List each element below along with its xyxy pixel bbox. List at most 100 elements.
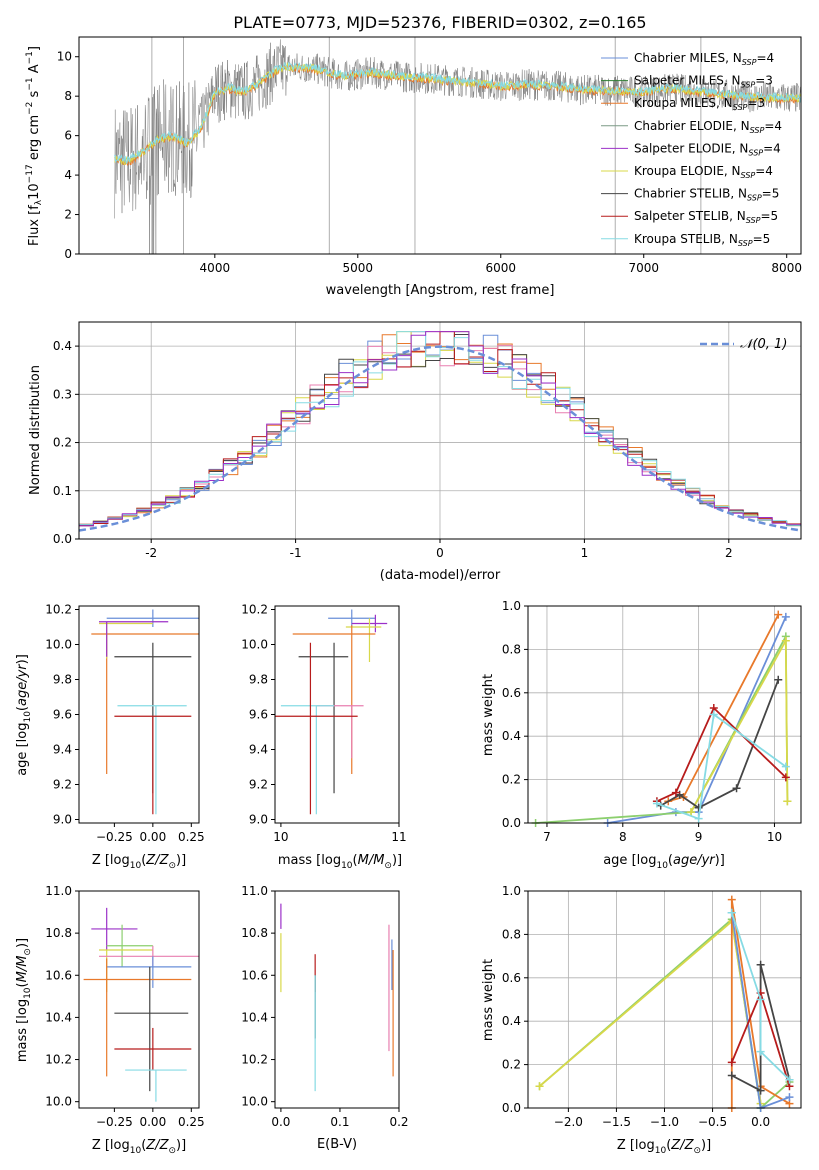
x-tick-label: -1 <box>290 546 302 560</box>
x-tick-label: 0.2 <box>389 1115 408 1129</box>
y-tick-label: 0.6 <box>502 686 521 700</box>
series-chabrier_miles <box>607 616 787 824</box>
y-tick-label: 8 <box>64 89 72 103</box>
xlabel-text: age [log10(age/yr)] <box>603 853 725 871</box>
series-salpeter_stelib <box>656 706 787 803</box>
residuals-legend: 𝒩(0, 1) <box>700 337 787 352</box>
spectrum-xlabel: wavelength [Angstrom, rest frame] <box>326 283 555 298</box>
marker-kroupa_elodie <box>687 808 696 817</box>
weight-vs-metallicity-xlabel: Z [log10(Z/Z⊙)] <box>617 1138 711 1156</box>
marker-kroupa_stelib <box>694 814 703 823</box>
series-kroupa_stelib <box>730 912 791 1081</box>
y-tick-label: 0.2 <box>502 1058 521 1072</box>
y-tick-label: 11.0 <box>45 884 72 898</box>
y-tick-label: 10.0 <box>45 1095 72 1109</box>
errorbar-pink <box>316 705 364 759</box>
x-tick-label: 8 <box>619 830 627 844</box>
spectrum-frame <box>78 36 802 255</box>
legend-label: Kroupa ELODIE, NSSP=4 <box>634 164 773 180</box>
y-tick-label: 10.8 <box>241 926 268 940</box>
legend-label: Chabrier ELODIE, NSSP=4 <box>634 119 782 135</box>
marker-chabrier_miles <box>781 612 790 621</box>
legend-label: Kroupa STELIB, NSSP=5 <box>634 232 770 248</box>
errorbar-chabrier_miles <box>106 956 192 988</box>
legend-label: Salpeter STELIB, NSSP=5 <box>634 209 778 225</box>
mass-vs-ebv-panel: 0.0 0.1 0.2 10.0 10.2 10.4 10.6 10.8 11.0 E(B-V) <box>241 884 408 1152</box>
x-tick-label: −2.0 <box>554 1115 583 1129</box>
y-tick-label: 2 <box>64 208 72 222</box>
x-tick-label: 0.00 <box>139 830 166 844</box>
observed-spectrum <box>114 39 802 255</box>
age-vs-metallicity-ylabel: age [log10(age/yr)] <box>15 654 33 776</box>
x-tick-label: 2 <box>725 546 733 560</box>
y-tick-label: 0.4 <box>53 339 72 353</box>
errorbar-kroupa_stelib <box>117 705 187 815</box>
normal-legend-label: 𝒩(0, 1) <box>740 337 787 352</box>
x-tick-label: 11 <box>391 830 406 844</box>
y-tick-label: 0.6 <box>502 971 521 985</box>
errorbar-salpeter_stelib <box>114 715 192 815</box>
spectrum-ylabel-text: Flux [fλ10−17 erg cm−2 s−1 A−1] <box>25 46 44 246</box>
x-tick-label: 0.25 <box>178 1115 205 1129</box>
marker-salpeter_stelib <box>781 773 790 782</box>
x-tick-label: 0.25 <box>178 830 205 844</box>
y-tick-label: 9.4 <box>53 743 72 757</box>
errorbar-pink <box>99 945 199 967</box>
x-tick-label: 7000 <box>628 261 659 275</box>
weight-vs-metallicity-panel: −2.0 −1.5 −1.0 −0.5 0.0 0.0 0.2 0.4 0.6 0.8 1.0 Z … <box>481 884 802 1156</box>
errorbar-kroupa_miles <box>83 958 192 1077</box>
y-tick-label: 0.8 <box>502 927 521 941</box>
legend-label: Salpeter ELODIE, NSSP=4 <box>634 141 781 157</box>
mass-vs-metallicity-xlabel: Z [log10(Z/Z⊙)] <box>92 1138 186 1156</box>
x-tick-label: 6000 <box>485 261 516 275</box>
marker-salpeter_stelib <box>671 788 680 797</box>
residuals-xlabel: (data-model)/error <box>380 568 501 583</box>
series-kroupa_elodie <box>538 919 762 1104</box>
errorbar-kroupa_stelib <box>280 705 335 815</box>
y-tick-label: 10.6 <box>241 968 268 982</box>
xlabel-text: Z [log10(Z/Z⊙)] <box>617 1138 711 1156</box>
marker-kroupa_miles <box>727 895 736 904</box>
y-tick-label: 1.0 <box>502 884 521 898</box>
marker-kroupa_stelib <box>709 710 718 719</box>
spectrum-title: PLATE=0773, MJD=52376, FIBERID=0302, z=0… <box>233 13 646 32</box>
y-tick-label: 9.0 <box>249 813 268 827</box>
age-vs-mass-xlabel: mass [log10(M/M⊙)] <box>278 853 402 871</box>
marker-chabrier_stelib <box>732 784 741 793</box>
spectrum-panel: PLATE=0773, MJD=52376, FIBERID=0302, z=0… <box>25 13 802 298</box>
weight-vs-metallicity-frame <box>527 890 802 1109</box>
x-tick-label: 5000 <box>343 261 374 275</box>
x-tick-label: 4000 <box>200 261 231 275</box>
y-tick-label: 0.2 <box>53 436 72 450</box>
legend-label: Chabrier STELIB, NSSP=5 <box>634 187 779 203</box>
x-tick-label: −0.5 <box>698 1115 727 1129</box>
legend-label: Kroupa MILES, NSSP=3 <box>634 96 765 112</box>
y-tick-label: 9.8 <box>53 673 72 687</box>
age-vs-metallicity-panel: −0.25 0.00 0.25 9.0 9.2 9.4 9.6 9.8 10.0 10.2 Z [… <box>15 603 205 872</box>
series-kroupa_stelib <box>656 712 787 820</box>
marker-kroupa_stelib <box>727 908 736 917</box>
marker-chabrier_stelib <box>756 1086 765 1095</box>
x-tick-label: -2 <box>145 546 157 560</box>
y-tick-label: 1.0 <box>502 599 521 613</box>
y-tick-label: 0.3 <box>53 387 72 401</box>
y-tick-label: 6 <box>64 129 72 143</box>
y-tick-label: 10.2 <box>241 603 268 617</box>
marker-chabrier_stelib <box>774 675 783 684</box>
normal-curve <box>78 345 802 532</box>
x-tick-label: 8000 <box>771 261 802 275</box>
y-tick-label: 0 <box>64 247 72 261</box>
x-tick-label: 10 <box>273 830 288 844</box>
mass-vs-metallicity-panel: −0.25 0.00 0.25 10.0 10.2 10.4 10.6 10.8 11.0 Z … <box>15 884 205 1156</box>
x-tick-label: 7 <box>543 830 551 844</box>
legend-label: Salpeter MILES, NSSP=3 <box>634 74 773 90</box>
spectrum-ylabel: Flux [fλ10−17 erg cm−2 s−1 A−1] <box>25 46 44 246</box>
marker-kroupa_miles <box>774 610 783 619</box>
residuals-panel: -2 -1 0 1 2 0.0 0.1 0.2 0.3 0.4 (data-model)/erro… <box>28 321 802 583</box>
marker-chabrier_stelib <box>694 803 703 812</box>
y-tick-label: 11.0 <box>241 884 268 898</box>
mass-vs-metallicity-ylabel: mass [log10(M/M⊙)] <box>15 938 33 1062</box>
y-tick-label: 0.4 <box>502 1014 521 1028</box>
y-tick-label: 10 <box>57 50 72 64</box>
marker-kroupa_stelib <box>785 1075 794 1084</box>
